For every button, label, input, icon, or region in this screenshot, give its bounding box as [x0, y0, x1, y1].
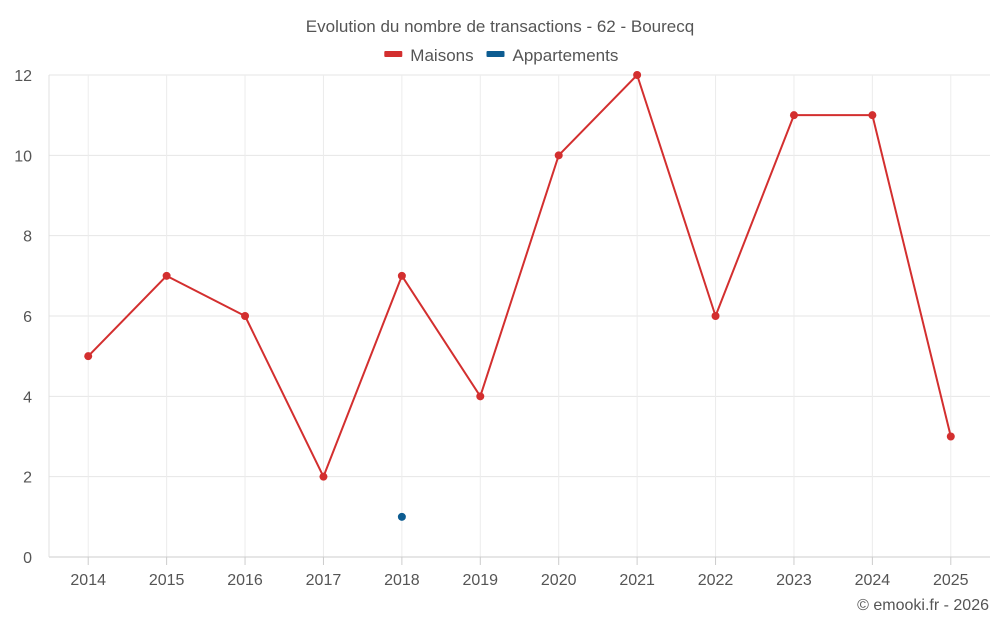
legend-item-appartements[interactable]: Appartements — [486, 46, 619, 65]
x-tick-label: 2020 — [541, 572, 577, 589]
x-tick-label: 2021 — [619, 572, 655, 589]
y-tick-label: 2 — [23, 470, 32, 487]
data-point-maisons[interactable] — [633, 71, 642, 79]
data-point-maisons[interactable] — [84, 352, 93, 361]
legend-swatch — [384, 51, 403, 57]
x-tick-label: 2015 — [149, 572, 185, 589]
x-tick-label: 2019 — [462, 572, 498, 589]
y-tick-label: 6 — [23, 309, 32, 326]
data-point-appartements[interactable] — [397, 512, 406, 521]
y-tick-label: 12 — [14, 68, 32, 85]
x-tick-label: 2024 — [855, 572, 891, 589]
series-line-maisons — [87, 74, 952, 478]
data-point-maisons[interactable] — [868, 111, 877, 120]
x-tick-label: 2017 — [306, 572, 342, 589]
legend-label: Maisons — [410, 46, 473, 65]
data-point-maisons[interactable] — [946, 432, 955, 441]
x-tick-label: 2016 — [227, 572, 263, 589]
data-point-maisons[interactable] — [554, 151, 563, 160]
x-tick-label: 2018 — [384, 572, 420, 589]
chart-title: Evolution du nombre de transactions - 62… — [306, 17, 694, 36]
y-tick-label: 8 — [23, 229, 32, 246]
data-point-maisons[interactable] — [397, 271, 406, 280]
data-point-maisons[interactable] — [162, 271, 171, 280]
legend-item-maisons[interactable]: Maisons — [384, 46, 474, 65]
data-point-maisons[interactable] — [789, 111, 798, 120]
legend-label: Appartements — [513, 46, 619, 65]
y-tick-label: 0 — [23, 550, 32, 567]
data-point-maisons[interactable] — [476, 392, 485, 401]
data-point-maisons[interactable] — [319, 472, 328, 481]
data-point-maisons[interactable] — [711, 312, 720, 320]
x-tick-label: 2023 — [776, 572, 812, 589]
grid — [49, 74, 990, 557]
y-tick-label: 10 — [14, 148, 32, 165]
data-point-maisons[interactable] — [241, 312, 250, 320]
y-tick-label: 4 — [23, 389, 32, 406]
x-tick-label: 2025 — [933, 572, 969, 589]
plot-area — [84, 71, 955, 521]
legend: Maisons Appartements — [384, 46, 618, 65]
axes: 0 2 4 6 8 10 12 2014 2015 2016 2017 2018 2019 2020 202… — [14, 68, 990, 589]
x-tick-label: 2014 — [70, 572, 106, 589]
legend-swatch — [486, 51, 505, 57]
credit-text: © emooki.fr - 2026 — [857, 597, 989, 614]
x-tick-label: 2022 — [698, 572, 734, 589]
